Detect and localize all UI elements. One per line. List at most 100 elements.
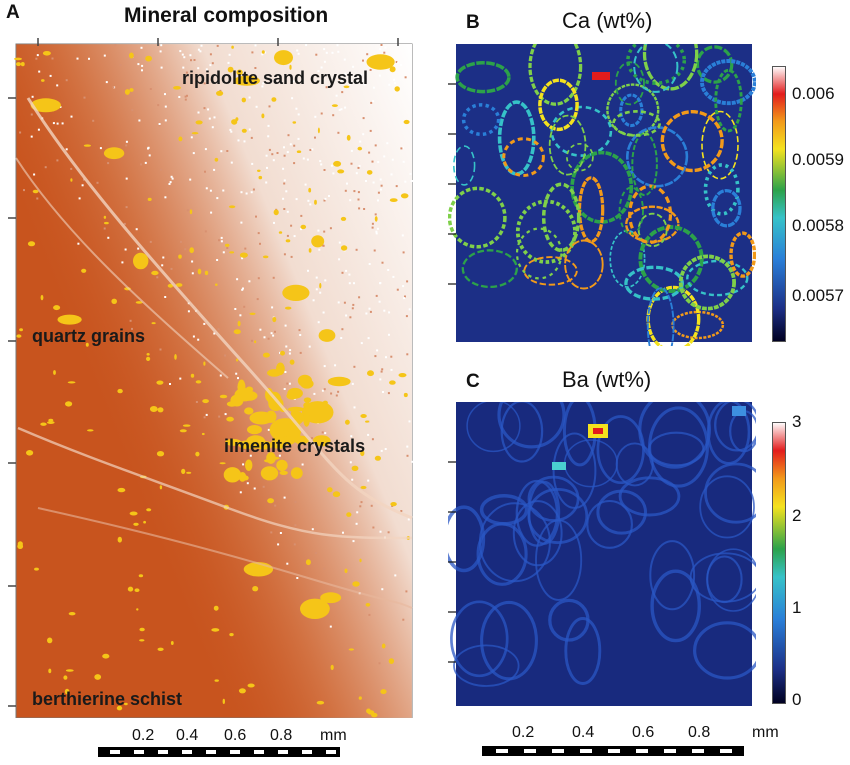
ilmenite-grain [47,637,53,644]
ilmenite-grain [285,306,292,310]
quartz-speck [323,365,326,368]
ilmenite-grain [314,199,317,205]
quartz-speck [248,280,251,283]
quartz-speck [379,282,382,284]
scalebar-c-tick: 0.2 [512,724,535,741]
ilmenite-grain [129,511,138,516]
quartz-speck [286,562,289,565]
quartz-speck [353,190,356,193]
quartz-speck [344,72,347,75]
quartz-speck [168,183,171,185]
ilmenite-grain [365,420,370,423]
quartz-speck [405,590,408,593]
ilmenite-grain [367,370,374,377]
quartz-speck [329,227,332,230]
ca-vein [618,186,644,235]
panel-c-title: Ba (wt%) [562,367,652,392]
ba-vein [564,617,602,685]
ilmenite-grain [102,653,110,659]
ca-vein [631,132,658,197]
quartz-speck [200,44,203,47]
ca-vein [695,45,734,84]
ilmenite-grain [300,598,330,619]
ba-vein [515,479,559,547]
ilmenite-grain [240,390,258,401]
quartz-speck [331,51,334,54]
quartz-speck [371,438,374,441]
quartz-speck [371,226,374,229]
quartz-speck [216,197,219,200]
quartz-speck [404,295,406,298]
ca-vein [619,93,644,128]
ilmenite-grain [219,462,226,465]
ilmenite-grain [388,658,395,664]
quartz-speck [277,543,280,546]
quartz-speck [242,463,245,466]
quartz-speck [213,168,216,171]
quartz-speck [242,450,245,453]
quartz-speck [378,300,381,303]
quartz-speck [345,314,348,317]
quartz-speck [362,59,364,62]
ilmenite-grain [327,487,333,493]
ca-vein [678,254,736,311]
quartz-speck [370,101,373,104]
quartz-speck [171,177,174,180]
quartz-speck [288,382,291,385]
quartz-speck [189,178,192,181]
quartz-speck [137,247,140,250]
quartz-speck [387,531,390,534]
ca-vein [646,287,675,346]
quartz-speck [235,372,238,375]
ba-vein [453,644,520,687]
ilmenite-grain [146,356,151,361]
quartz-speck [283,154,286,157]
quartz-speck [286,151,289,154]
quartz-speck [219,374,222,377]
ilmenite-grain [231,45,234,49]
quartz-speck [380,449,383,452]
quartz-speck [402,251,405,254]
scalebar-a-tick: 0.2 [132,727,155,744]
quartz-speck [320,163,323,166]
quartz-speck [332,114,335,117]
vein-streak [26,97,413,520]
quartz-speck [204,148,207,151]
quartz-speck [190,59,192,62]
ilmenite-grain [149,406,158,412]
quartz-speck [312,299,315,302]
ilmenite-grain [133,522,139,526]
quartz-speck [337,131,340,134]
quartz-speck [121,261,124,264]
quartz-speck [49,74,52,77]
quartz-speck [274,330,276,333]
quartz-speck [380,370,383,373]
quartz-speck [380,184,383,187]
quartz-speck [137,63,140,66]
ilmenite-grain [32,189,39,194]
ilmenite-grain [273,209,279,216]
quartz-speck [70,167,73,170]
quartz-speck [293,162,296,165]
ilmenite-grain [139,639,145,642]
quartz-speck [368,263,371,265]
quartz-speck [224,413,227,416]
quartz-speck [234,308,237,310]
ilmenite-grain [214,157,219,162]
quartz-speck [77,242,80,245]
ilmenite-grain [104,221,109,225]
ilmenite-grain [124,702,128,706]
quartz-speck [379,48,382,51]
quartz-speck [352,65,355,68]
quartz-speck [191,272,194,275]
ilmenite-grain [247,683,255,688]
ilmenite-grain [360,414,367,418]
ilmenite-grain [190,373,195,378]
ilmenite-grain [178,254,182,259]
scalebar-a: 0.2 0.4 0.6 0.8 mm [98,727,348,757]
quartz-speck [283,469,286,472]
quartz-speck [360,342,363,345]
quartz-speck [375,294,378,297]
quartz-speck [355,248,358,251]
quartz-speck [169,383,171,385]
